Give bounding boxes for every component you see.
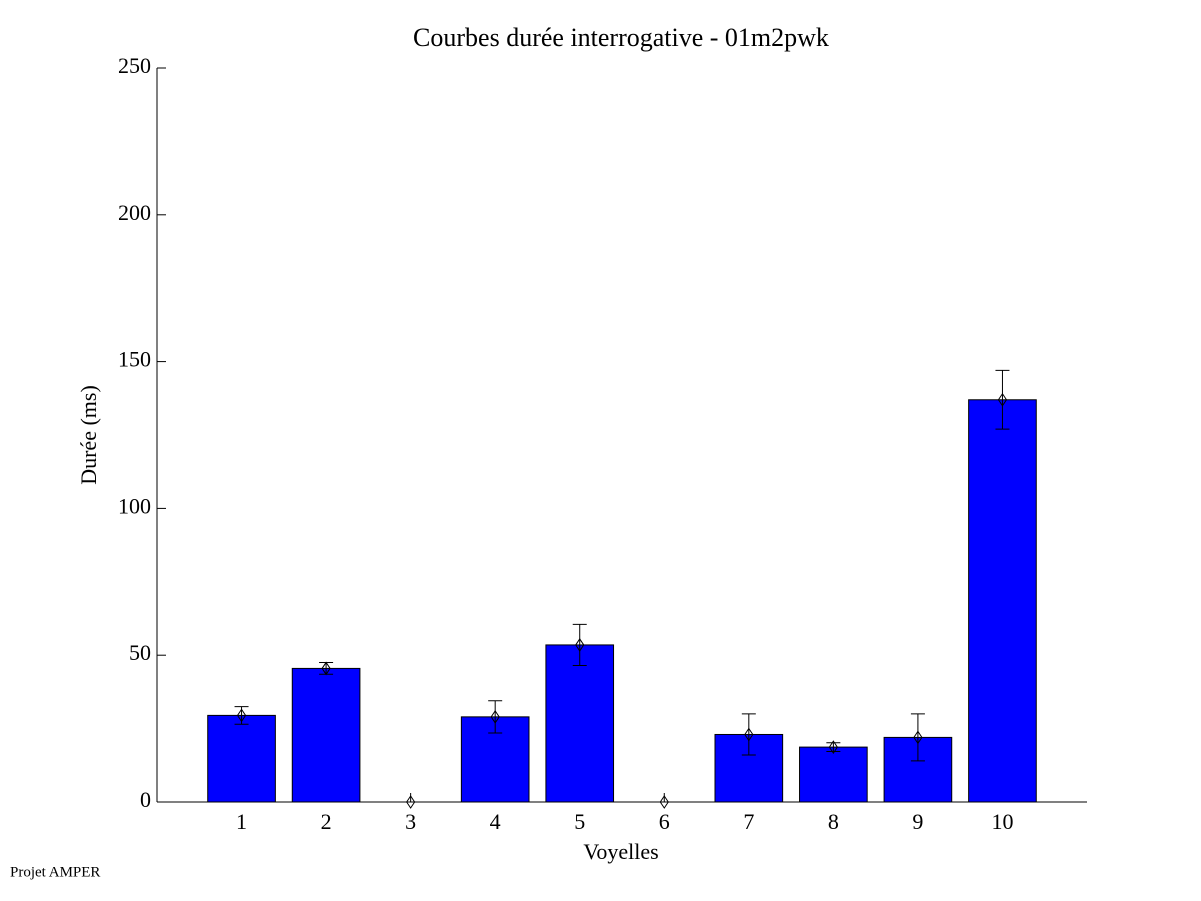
error-bar [572, 623, 587, 666]
mean-marker [406, 795, 416, 809]
error-bar [910, 713, 925, 762]
mean-marker [236, 708, 247, 723]
y-tick-label: 50 [129, 640, 151, 665]
bar [799, 746, 868, 803]
footer-note: Projet AMPER [10, 864, 100, 880]
mean-marker [575, 638, 585, 652]
y-axis-label: Durée (ms) [76, 385, 101, 485]
mean-marker [997, 392, 1008, 407]
mean-marker [913, 730, 923, 745]
x-tick-label: 10 [991, 809, 1013, 834]
mean-marker [321, 661, 331, 676]
y-tick-label: 100 [118, 493, 151, 518]
mean-marker [744, 727, 754, 742]
y-tick-label: 150 [118, 347, 151, 372]
x-tick-label: 7 [743, 809, 754, 834]
x-tick-label: 8 [828, 809, 839, 834]
x-tick-label: 9 [912, 809, 923, 834]
error-bar [488, 700, 503, 734]
error-bar [741, 713, 756, 756]
x-tick-label: 2 [321, 809, 332, 834]
x-tick-label: 1 [236, 809, 247, 834]
bar [545, 644, 615, 803]
y-tick-label: 250 [118, 53, 151, 78]
y-tick-label: 0 [140, 787, 151, 812]
bar [207, 714, 276, 803]
mean-marker [659, 795, 669, 809]
error-bar [995, 369, 1010, 430]
mean-marker [828, 740, 838, 754]
x-tick-label: 6 [659, 809, 670, 834]
error-bar [826, 742, 841, 753]
bar [291, 667, 361, 803]
y-tick-label: 200 [118, 200, 151, 225]
x-axis-label: Voyelles [583, 839, 658, 864]
mean-marker [490, 709, 500, 724]
x-tick-label: 4 [490, 809, 501, 834]
x-tick-label: 5 [574, 809, 585, 834]
chart-title: Courbes durée interrogative - 01m2pwk [413, 23, 829, 52]
x-tick-label: 3 [405, 809, 416, 834]
bar [968, 399, 1037, 803]
